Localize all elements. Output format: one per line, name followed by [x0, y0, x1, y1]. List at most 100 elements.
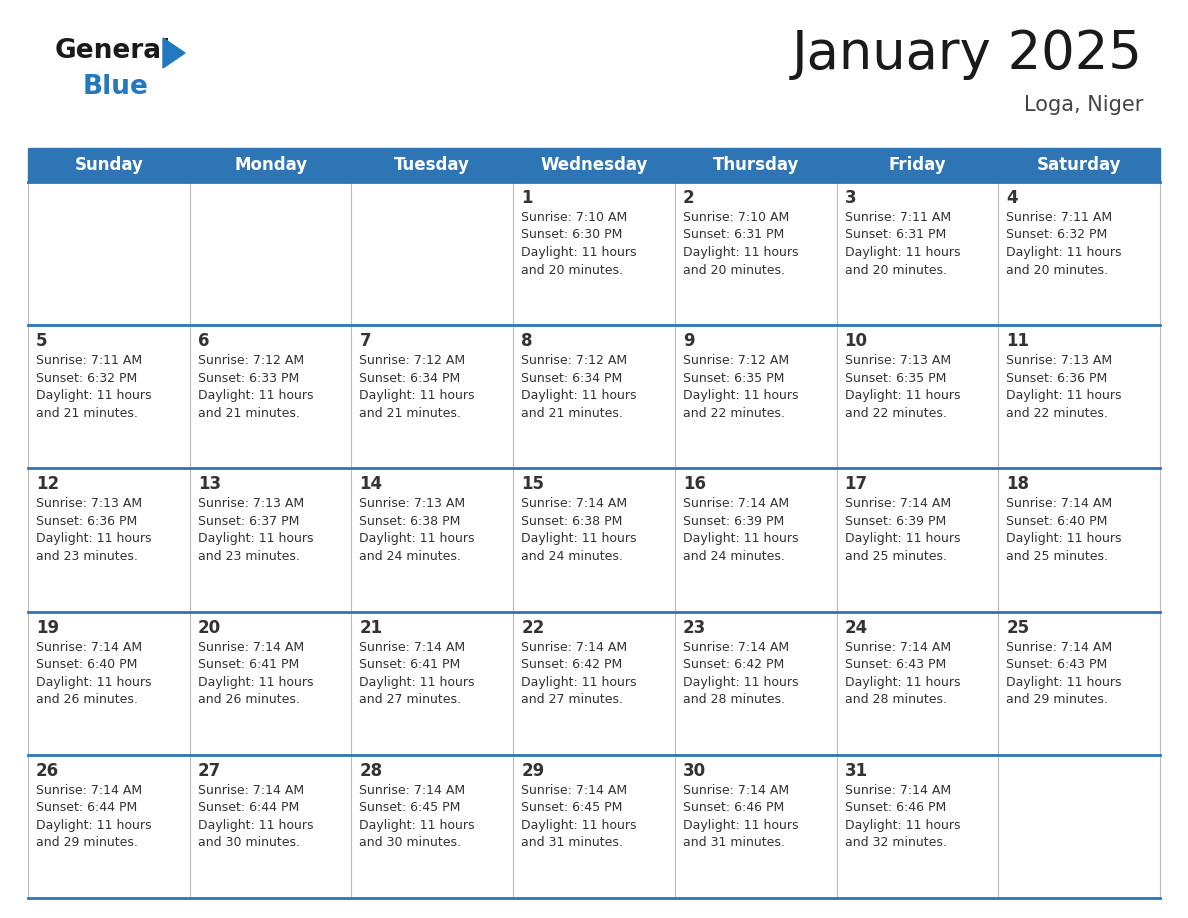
- Text: Sunset: 6:40 PM: Sunset: 6:40 PM: [1006, 515, 1107, 528]
- Text: Sunset: 6:32 PM: Sunset: 6:32 PM: [1006, 229, 1107, 241]
- Bar: [836, 611, 998, 755]
- Text: and 27 minutes.: and 27 minutes.: [522, 693, 624, 706]
- Text: Sunset: 6:34 PM: Sunset: 6:34 PM: [360, 372, 461, 385]
- Text: Daylight: 11 hours: Daylight: 11 hours: [360, 389, 475, 402]
- Text: Sunday: Sunday: [75, 156, 144, 174]
- Text: 11: 11: [1006, 332, 1029, 350]
- Text: Daylight: 11 hours: Daylight: 11 hours: [360, 532, 475, 545]
- Text: and 21 minutes.: and 21 minutes.: [36, 407, 138, 420]
- Text: Sunrise: 7:14 AM: Sunrise: 7:14 AM: [522, 498, 627, 510]
- Bar: [352, 611, 513, 755]
- Text: Friday: Friday: [889, 156, 946, 174]
- Text: and 20 minutes.: and 20 minutes.: [1006, 263, 1108, 276]
- Text: Sunset: 6:41 PM: Sunset: 6:41 PM: [197, 658, 299, 671]
- Text: and 31 minutes.: and 31 minutes.: [683, 836, 785, 849]
- Text: 13: 13: [197, 476, 221, 493]
- Text: Sunset: 6:31 PM: Sunset: 6:31 PM: [683, 229, 784, 241]
- Text: 29: 29: [522, 762, 544, 779]
- Text: Sunset: 6:32 PM: Sunset: 6:32 PM: [36, 372, 138, 385]
- Text: 21: 21: [360, 619, 383, 636]
- Text: 5: 5: [36, 332, 48, 350]
- Text: and 21 minutes.: and 21 minutes.: [522, 407, 623, 420]
- Bar: [675, 325, 836, 468]
- Text: and 21 minutes.: and 21 minutes.: [360, 407, 461, 420]
- Bar: [675, 468, 836, 611]
- Text: Sunset: 6:43 PM: Sunset: 6:43 PM: [845, 658, 946, 671]
- Text: and 24 minutes.: and 24 minutes.: [683, 550, 785, 563]
- Text: 15: 15: [522, 476, 544, 493]
- Text: Sunrise: 7:14 AM: Sunrise: 7:14 AM: [197, 641, 304, 654]
- Text: 25: 25: [1006, 619, 1030, 636]
- Text: and 30 minutes.: and 30 minutes.: [360, 836, 461, 849]
- Text: 20: 20: [197, 619, 221, 636]
- Text: Sunset: 6:37 PM: Sunset: 6:37 PM: [197, 515, 299, 528]
- Text: Sunset: 6:45 PM: Sunset: 6:45 PM: [522, 801, 623, 814]
- Text: Daylight: 11 hours: Daylight: 11 hours: [845, 532, 960, 545]
- Text: Sunset: 6:38 PM: Sunset: 6:38 PM: [522, 515, 623, 528]
- Bar: [352, 325, 513, 468]
- Text: Thursday: Thursday: [713, 156, 798, 174]
- Text: 3: 3: [845, 189, 857, 207]
- Text: Sunrise: 7:11 AM: Sunrise: 7:11 AM: [36, 354, 143, 367]
- Text: Sunset: 6:35 PM: Sunset: 6:35 PM: [683, 372, 784, 385]
- Text: 4: 4: [1006, 189, 1018, 207]
- Text: Daylight: 11 hours: Daylight: 11 hours: [1006, 246, 1121, 259]
- Text: Daylight: 11 hours: Daylight: 11 hours: [522, 532, 637, 545]
- Polygon shape: [163, 38, 185, 68]
- Text: and 28 minutes.: and 28 minutes.: [683, 693, 785, 706]
- Text: Sunrise: 7:14 AM: Sunrise: 7:14 AM: [522, 784, 627, 797]
- Text: Sunrise: 7:14 AM: Sunrise: 7:14 AM: [683, 498, 789, 510]
- Text: 7: 7: [360, 332, 371, 350]
- Text: Sunset: 6:43 PM: Sunset: 6:43 PM: [1006, 658, 1107, 671]
- Text: 18: 18: [1006, 476, 1029, 493]
- Text: Sunset: 6:42 PM: Sunset: 6:42 PM: [683, 658, 784, 671]
- Text: 24: 24: [845, 619, 867, 636]
- Text: Daylight: 11 hours: Daylight: 11 hours: [197, 389, 314, 402]
- Text: 23: 23: [683, 619, 706, 636]
- Text: Sunset: 6:36 PM: Sunset: 6:36 PM: [1006, 372, 1107, 385]
- Bar: [190, 325, 352, 468]
- Text: 31: 31: [845, 762, 867, 779]
- Text: and 22 minutes.: and 22 minutes.: [683, 407, 785, 420]
- Bar: [29, 755, 190, 898]
- Text: and 28 minutes.: and 28 minutes.: [845, 693, 947, 706]
- Text: Daylight: 11 hours: Daylight: 11 hours: [197, 676, 314, 688]
- Text: Daylight: 11 hours: Daylight: 11 hours: [683, 676, 798, 688]
- Text: 8: 8: [522, 332, 532, 350]
- Text: and 26 minutes.: and 26 minutes.: [197, 693, 299, 706]
- Text: and 23 minutes.: and 23 minutes.: [36, 550, 138, 563]
- Text: and 26 minutes.: and 26 minutes.: [36, 693, 138, 706]
- Bar: [998, 182, 1159, 325]
- Bar: [836, 468, 998, 611]
- Bar: [190, 468, 352, 611]
- Bar: [836, 755, 998, 898]
- Bar: [675, 182, 836, 325]
- Bar: [352, 468, 513, 611]
- Bar: [29, 182, 190, 325]
- Text: Daylight: 11 hours: Daylight: 11 hours: [360, 819, 475, 832]
- Bar: [190, 755, 352, 898]
- Text: Sunrise: 7:14 AM: Sunrise: 7:14 AM: [683, 784, 789, 797]
- Bar: [998, 755, 1159, 898]
- Text: Sunrise: 7:12 AM: Sunrise: 7:12 AM: [522, 354, 627, 367]
- Text: Daylight: 11 hours: Daylight: 11 hours: [845, 676, 960, 688]
- Text: Sunset: 6:39 PM: Sunset: 6:39 PM: [845, 515, 946, 528]
- Text: Sunset: 6:46 PM: Sunset: 6:46 PM: [845, 801, 946, 814]
- Text: Sunrise: 7:10 AM: Sunrise: 7:10 AM: [522, 211, 627, 224]
- Text: 26: 26: [36, 762, 59, 779]
- Text: Sunrise: 7:14 AM: Sunrise: 7:14 AM: [683, 641, 789, 654]
- Text: Sunrise: 7:14 AM: Sunrise: 7:14 AM: [36, 784, 143, 797]
- Text: 16: 16: [683, 476, 706, 493]
- Text: Sunrise: 7:11 AM: Sunrise: 7:11 AM: [845, 211, 950, 224]
- Bar: [836, 182, 998, 325]
- Text: Daylight: 11 hours: Daylight: 11 hours: [683, 389, 798, 402]
- Text: Sunrise: 7:14 AM: Sunrise: 7:14 AM: [36, 641, 143, 654]
- Text: and 25 minutes.: and 25 minutes.: [1006, 550, 1108, 563]
- Text: Daylight: 11 hours: Daylight: 11 hours: [197, 819, 314, 832]
- Text: 12: 12: [36, 476, 59, 493]
- Bar: [190, 182, 352, 325]
- Bar: [513, 468, 675, 611]
- Text: Sunset: 6:36 PM: Sunset: 6:36 PM: [36, 515, 138, 528]
- Bar: [675, 755, 836, 898]
- Text: Sunrise: 7:13 AM: Sunrise: 7:13 AM: [36, 498, 143, 510]
